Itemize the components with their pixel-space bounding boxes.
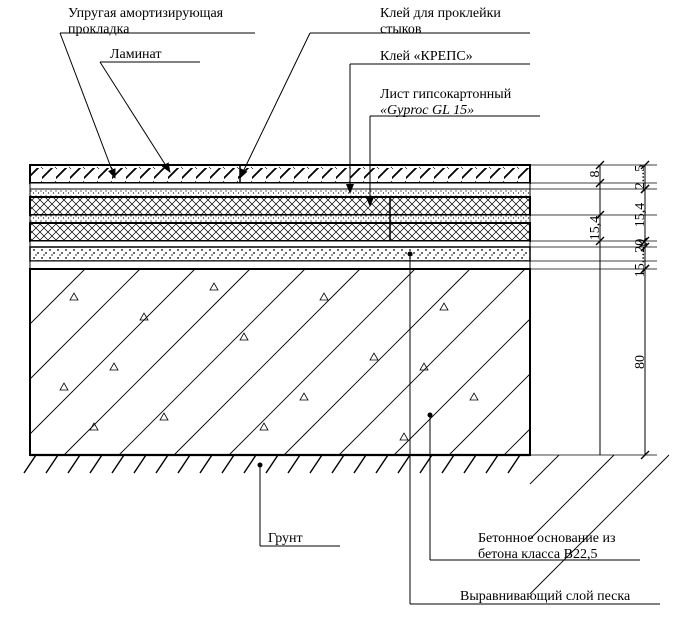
layer-gap2 <box>30 261 530 269</box>
dim-label: 80 <box>633 355 648 369</box>
dim-label: 8 <box>588 171 603 178</box>
callout-c2-line0: Ламинат <box>110 47 162 62</box>
callout-c6-line0: Грунт <box>268 531 303 546</box>
layer-concrete <box>30 269 530 455</box>
dimensions-right: 815,42...515,415...2080 <box>530 161 657 459</box>
layer-gypsum1 <box>30 197 530 215</box>
callout-c7-line0: Бетонное основание из <box>478 531 616 546</box>
dim-label: 15,4 <box>588 216 603 241</box>
callout-c1-line1: прокладка <box>68 22 130 37</box>
layer-cushion <box>30 241 530 247</box>
callout-c5-line1: «Gyproc GL 15» <box>380 103 474 118</box>
layer-sand <box>30 247 530 261</box>
section-layers <box>30 165 530 455</box>
layer-glue1 <box>30 189 530 197</box>
layer-glue2 <box>30 215 530 223</box>
callout-c3-line0: Клей для проклейки <box>380 6 501 21</box>
callout-c7-line1: бетона класса В22,5 <box>478 547 597 562</box>
layer-gypsum2 <box>30 223 530 241</box>
ground-hatch <box>24 455 530 473</box>
dim-label: 15,4 <box>633 203 648 228</box>
dim-label: 2...5 <box>633 165 648 190</box>
layer-gap <box>30 183 530 189</box>
callout-c4-line0: Клей «КРЕПС» <box>380 49 473 64</box>
callout-c1-line0: Упругая амортизирующая <box>68 6 224 21</box>
layer-laminate <box>30 165 530 183</box>
callout-c8-line0: Выравнивающий слой песка <box>460 589 631 604</box>
callout-c3-line1: стыков <box>380 22 422 37</box>
callout-c5-line0: Лист гипсокартонный <box>380 87 512 102</box>
